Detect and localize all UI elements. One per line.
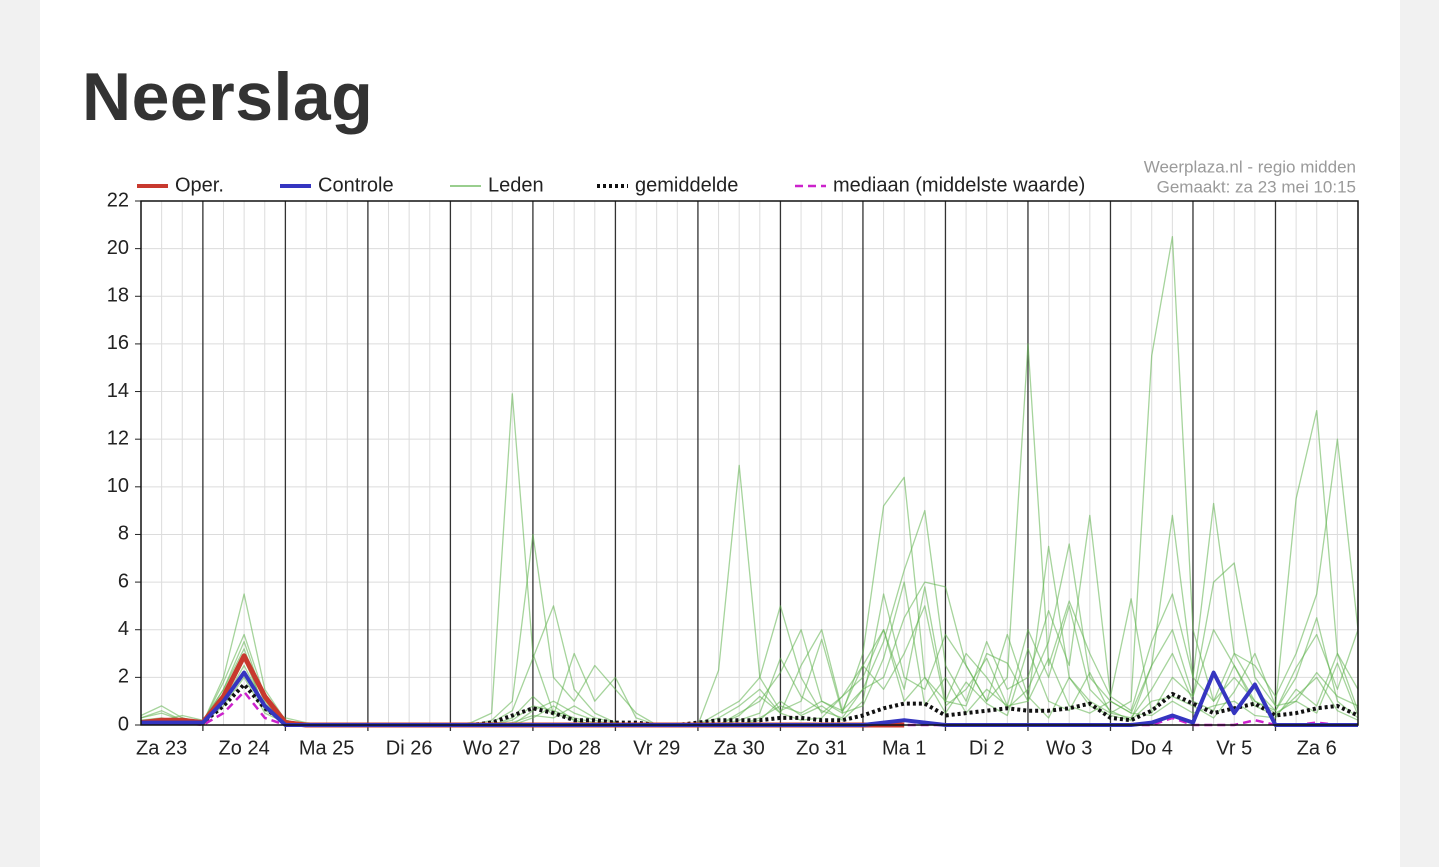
x-tick-label: Do 28: [547, 737, 600, 759]
member-line: [140, 393, 1359, 726]
y-tick-label: 18: [107, 285, 129, 307]
x-tick-label: Za 30: [714, 737, 765, 759]
member-line: [140, 514, 1359, 726]
y-tick-label: 0: [118, 713, 129, 735]
plot-frame: [140, 200, 1359, 726]
y-tick-label: 12: [107, 427, 129, 449]
chart-timestamp: Gemaakt: za 23 mei 10:15: [1157, 177, 1356, 196]
legend-label: gemiddelde: [635, 174, 738, 196]
y-tick-label: 8: [118, 523, 129, 545]
x-tick-label: Do 4: [1131, 737, 1173, 759]
y-tick-label: 4: [118, 618, 129, 640]
member-line: [140, 464, 1359, 726]
legend-label: Controle: [318, 174, 394, 196]
x-tick-label: Za 23: [136, 737, 187, 759]
x-tick-label: Vr 5: [1216, 737, 1252, 759]
series-line: [140, 682, 1359, 727]
legend-label: mediaan (middelste waarde): [833, 174, 1085, 196]
x-tick-label: Vr 29: [633, 737, 680, 759]
y-tick-label: 22: [107, 189, 129, 211]
chart-source: Weerplaza.nl - regio midden: [1144, 157, 1356, 176]
member-line: [141, 236, 1359, 726]
series-line: [141, 690, 1358, 727]
legend-label: Leden: [488, 174, 544, 196]
x-tick-label: Wo 27: [463, 737, 520, 759]
x-tick-label: Di 2: [969, 737, 1005, 759]
legend-label: Oper.: [175, 174, 224, 196]
x-tick-label: Di 26: [386, 737, 433, 759]
x-tick-label: Zo 31: [796, 737, 847, 759]
y-tick-label: 2: [118, 666, 129, 688]
y-tick-label: 20: [107, 237, 129, 259]
x-tick-label: Za 6: [1297, 737, 1337, 759]
x-tick-label: Ma 1: [882, 737, 926, 759]
y-tick-label: 6: [118, 570, 129, 592]
section-title: Neerslag: [82, 59, 374, 135]
x-tick-label: Wo 3: [1046, 737, 1092, 759]
x-tick-label: Ma 25: [299, 737, 355, 759]
member-line: [140, 476, 1359, 726]
y-tick-label: 14: [107, 380, 129, 402]
y-tick-label: 10: [107, 475, 129, 497]
x-tick-label: Zo 24: [219, 737, 270, 759]
y-tick-label: 16: [107, 332, 129, 354]
